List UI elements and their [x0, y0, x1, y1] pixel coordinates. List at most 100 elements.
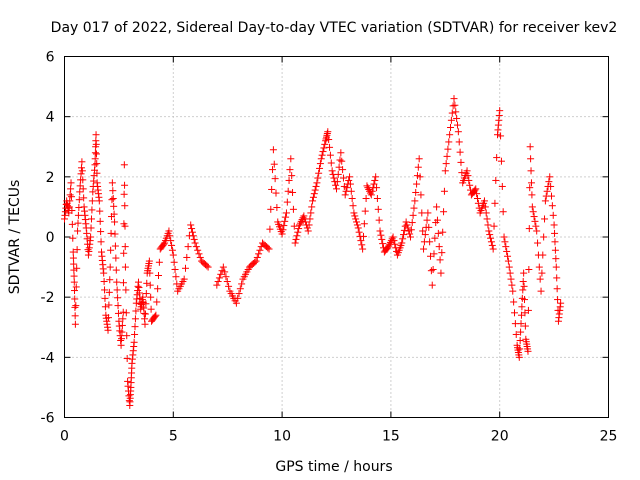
data-point	[111, 218, 119, 226]
data-point-interp	[455, 138, 463, 146]
data-point-interp	[312, 182, 320, 190]
data-point-interp	[343, 184, 351, 192]
data-point-interp	[388, 235, 396, 243]
data-point	[446, 131, 454, 139]
data-point-interp	[445, 138, 453, 146]
data-point	[537, 287, 545, 295]
data-point	[441, 167, 449, 175]
data-point-interp	[474, 194, 482, 202]
data-point-interp	[325, 136, 333, 144]
data-point-interp	[525, 265, 533, 273]
data-point-interp	[510, 309, 518, 317]
data-point-interp	[427, 267, 435, 275]
data-point-interp	[407, 226, 415, 234]
data-point-interp	[121, 222, 129, 230]
data-point-interp	[457, 158, 465, 166]
data-point	[232, 299, 240, 307]
data-point-interp	[280, 222, 288, 230]
y-tick-label: 6	[46, 50, 55, 66]
data-point-interp	[412, 188, 420, 196]
data-point-interp	[512, 330, 520, 338]
data-point-interp	[516, 336, 524, 344]
data-point-interp	[168, 241, 176, 249]
data-point-interp	[235, 290, 243, 298]
data-point	[92, 131, 100, 139]
data-point-interp	[65, 203, 73, 211]
x-tick-label: 10	[273, 429, 291, 445]
data-point	[121, 263, 129, 271]
data-point-interp	[236, 285, 244, 293]
data-point-interp	[96, 207, 104, 215]
data-point-interp	[281, 217, 289, 225]
data-point-interp	[497, 157, 505, 165]
data-point-interp	[66, 191, 74, 199]
data-point	[557, 299, 565, 307]
data-point	[265, 245, 273, 253]
data-point-interp	[289, 205, 297, 213]
data-point-interp	[122, 286, 130, 294]
data-point-interp	[399, 235, 407, 243]
data-point-interp	[521, 296, 529, 304]
data-point-interp	[458, 169, 466, 177]
x-tick-label: 0	[60, 429, 69, 445]
x-tick-label: 15	[382, 429, 400, 445]
data-point-interp	[188, 228, 196, 236]
data-point-interp	[371, 176, 379, 184]
data-point-interp	[431, 234, 439, 242]
data-point-interp	[122, 309, 130, 317]
data-point-interp	[107, 246, 115, 254]
data-point-interp	[120, 249, 128, 257]
data-point-interp	[547, 192, 555, 200]
data-point	[406, 233, 414, 241]
data-point-interp	[345, 176, 353, 184]
data-point	[67, 179, 75, 187]
data-point-interp	[283, 198, 291, 206]
data-point-interp	[303, 224, 311, 232]
data-point	[472, 185, 480, 193]
data-point-interp	[406, 230, 414, 238]
data-point	[528, 203, 536, 211]
data-point	[304, 227, 312, 235]
data-point-interp	[112, 254, 120, 262]
data-point-interp	[466, 181, 474, 189]
data-point-interp	[482, 209, 490, 217]
data-point-interp	[497, 132, 505, 140]
data-point-interp	[423, 216, 431, 224]
data-point-interp	[311, 186, 319, 194]
data-point-interp	[284, 187, 292, 195]
data-point-interp	[151, 312, 159, 320]
data-point-interp	[118, 328, 126, 336]
data-point-interp	[295, 225, 303, 233]
data-point	[346, 173, 354, 181]
data-point-interp	[442, 160, 450, 168]
data-point	[313, 179, 321, 187]
data-point-interp	[456, 148, 464, 156]
data-point	[363, 182, 371, 190]
data-point	[526, 143, 534, 151]
data-point-interp	[519, 286, 527, 294]
data-point-interp	[538, 269, 546, 277]
data-point-interp	[503, 247, 511, 255]
data-point-interp	[309, 193, 317, 201]
data-point	[141, 320, 149, 328]
data-point-interp	[188, 225, 196, 233]
data-point-interp	[379, 240, 387, 248]
data-point-interp	[77, 164, 85, 172]
data-point	[213, 281, 221, 289]
data-point-interp	[384, 243, 392, 251]
data-point-interp	[101, 286, 109, 294]
data-point-interp	[118, 321, 126, 329]
data-point-interp	[223, 278, 231, 286]
data-point-interp	[449, 102, 457, 110]
data-point-interp	[403, 221, 411, 229]
data-point-interp	[433, 216, 441, 224]
data-point-interp	[447, 123, 455, 131]
data-point-interp	[439, 228, 447, 236]
data-point-interp	[516, 345, 524, 353]
data-point	[169, 251, 177, 259]
data-point-interp	[359, 232, 367, 240]
data-point-interp	[526, 184, 534, 192]
data-point-interp	[307, 209, 315, 217]
data-point-interp	[111, 230, 119, 238]
data-point	[354, 224, 362, 232]
